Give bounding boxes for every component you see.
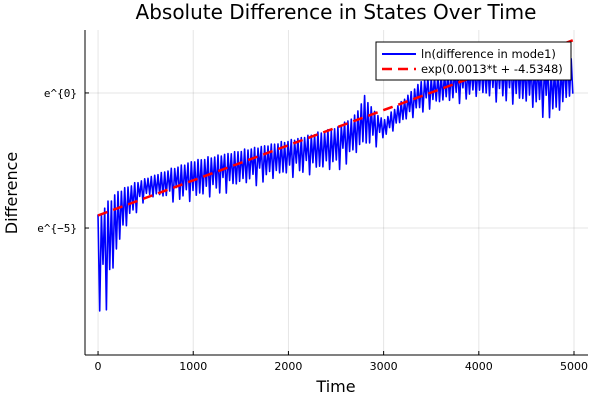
legend-box <box>375 41 572 81</box>
plot-area <box>97 38 575 312</box>
series-ln-difference-line <box>97 58 574 312</box>
x-tick-label: 5000 <box>560 360 588 373</box>
legend-label-0: ln(difference in mode1) <box>421 47 556 61</box>
x-axis-label: Time <box>315 377 355 396</box>
legend: ln(difference in mode1) exp(0.0013*t + -… <box>375 41 572 81</box>
y-tick-label: e^{−5} <box>37 222 77 235</box>
x-tick-label: 1000 <box>179 360 207 373</box>
ticks: 0 1000 2000 3000 4000 5000 e^{−5} e^{0} <box>37 87 588 373</box>
chart-title: Absolute Difference in States Over Time <box>136 0 537 24</box>
x-tick-label: 0 <box>95 360 102 373</box>
x-tick-label: 4000 <box>465 360 493 373</box>
x-tick-label: 2000 <box>274 360 302 373</box>
y-axis-label: Difference <box>2 152 21 234</box>
legend-label-1: exp(0.0013*t + -4.5348) <box>421 62 563 76</box>
y-tick-label: e^{0} <box>44 87 77 100</box>
x-tick-label: 3000 <box>370 360 398 373</box>
